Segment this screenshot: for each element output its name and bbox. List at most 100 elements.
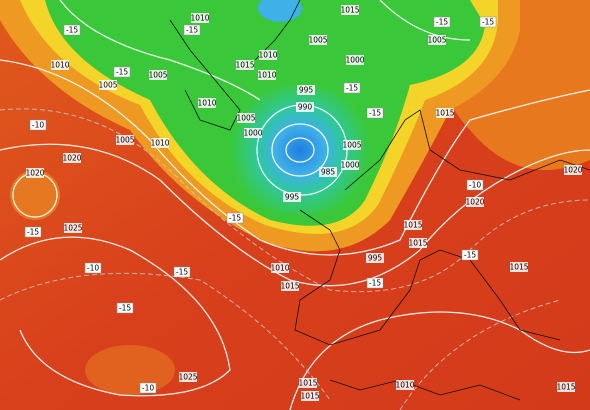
pressure-label: 985 — [321, 168, 336, 177]
label-box — [557, 382, 575, 392]
label-box — [343, 82, 361, 94]
label-box — [396, 380, 414, 390]
label-box — [226, 212, 244, 224]
label-box — [191, 13, 209, 23]
label-box — [366, 253, 384, 263]
label-box — [366, 277, 384, 289]
label-box — [366, 107, 384, 119]
isobar — [0, 236, 231, 397]
pressure-label: 990 — [298, 103, 313, 112]
label-box — [309, 35, 327, 45]
label-box — [99, 80, 117, 90]
label-box — [301, 391, 319, 401]
label-box — [479, 16, 497, 28]
label-box — [116, 302, 134, 314]
temperature-label: -15 — [369, 279, 381, 288]
label-box — [466, 179, 484, 191]
label-box — [173, 266, 191, 278]
label-box — [29, 119, 47, 131]
label-box — [258, 70, 276, 80]
pressure-label: 1015 — [235, 61, 254, 70]
coastline — [294, 209, 561, 346]
label-box — [151, 138, 169, 148]
temperature-label: -15 — [186, 26, 198, 35]
isotherm — [0, 272, 331, 401]
label-box — [149, 70, 167, 80]
temperature-label: -15 — [482, 18, 494, 27]
pressure-label: 1010 — [150, 139, 169, 148]
label-box — [564, 165, 582, 175]
temperature-label: -15 — [176, 268, 188, 277]
pressure-label: 1015 — [298, 379, 317, 388]
isobar — [289, 311, 590, 410]
pressure-label: 1000 — [243, 129, 262, 138]
pressure-label: 1010 — [197, 99, 216, 108]
pressure-label: 1010 — [190, 14, 209, 23]
pressure-label: 1005 — [148, 71, 167, 80]
label-box — [299, 378, 317, 388]
label-box — [409, 238, 427, 248]
pressure-label: 1020 — [62, 154, 81, 163]
pressure-label: 1015 — [280, 282, 299, 291]
label-box — [84, 262, 102, 274]
pressure-label: 1005 — [98, 81, 117, 90]
temperature-label: -10 — [142, 384, 154, 393]
label-box — [296, 102, 314, 112]
label-box — [341, 5, 359, 15]
label-box — [283, 192, 301, 202]
isobar — [285, 137, 315, 163]
label-box — [236, 60, 254, 70]
temperature-label: -15 — [116, 68, 128, 77]
temperature-label: -15 — [346, 84, 358, 93]
isobar — [59, 0, 261, 101]
label-box — [259, 50, 277, 60]
label-box — [346, 55, 364, 65]
label-box — [433, 16, 451, 28]
label-box — [341, 160, 359, 170]
pressure-label: 1015 — [408, 239, 427, 248]
pressure-label: 1005 — [236, 114, 255, 123]
label-box — [116, 135, 134, 145]
label-box — [281, 281, 299, 291]
isotherms — [0, 108, 590, 410]
label-box — [271, 263, 289, 273]
pressure-label: 1000 — [340, 161, 359, 170]
coastline — [344, 109, 590, 191]
pressure-label: 1005 — [115, 136, 134, 145]
label-box — [63, 24, 81, 36]
pressure-label: 1000 — [345, 56, 364, 65]
temperature-label: -10 — [87, 264, 99, 273]
pressure-label: 1010 — [50, 61, 69, 70]
pressure-label: 1015 — [340, 6, 359, 15]
label-box — [428, 35, 446, 45]
label-box — [461, 249, 479, 261]
label-box — [51, 60, 69, 70]
isotherm — [0, 108, 590, 293]
pressure-label: 1020 — [465, 198, 484, 207]
label-box — [510, 262, 528, 272]
label-box — [63, 153, 81, 163]
pressure-label: 1010 — [270, 264, 289, 273]
temperature-label: -10 — [32, 121, 44, 130]
coastline — [169, 19, 241, 131]
pressure-label: 1005 — [308, 36, 327, 45]
label-box — [139, 382, 157, 394]
pressure-label: 1015 — [403, 221, 422, 230]
isobar — [271, 123, 329, 177]
temperature-label: -15 — [119, 304, 131, 313]
pressure-label: 1005 — [342, 141, 361, 150]
label-box — [436, 108, 454, 118]
label-box — [26, 168, 44, 178]
pressure-label: 1005 — [427, 36, 446, 45]
isotherm — [399, 299, 561, 410]
temperature-label: -15 — [229, 214, 241, 223]
orange-area — [10, 170, 60, 220]
pressure-label: 1015 — [556, 383, 575, 392]
pressure-label: 1025 — [63, 224, 82, 233]
pressure-label: 1015 — [509, 263, 528, 272]
pressure-label: 995 — [285, 193, 300, 202]
label-box — [198, 98, 216, 108]
temperature-label: -15 — [369, 109, 381, 118]
